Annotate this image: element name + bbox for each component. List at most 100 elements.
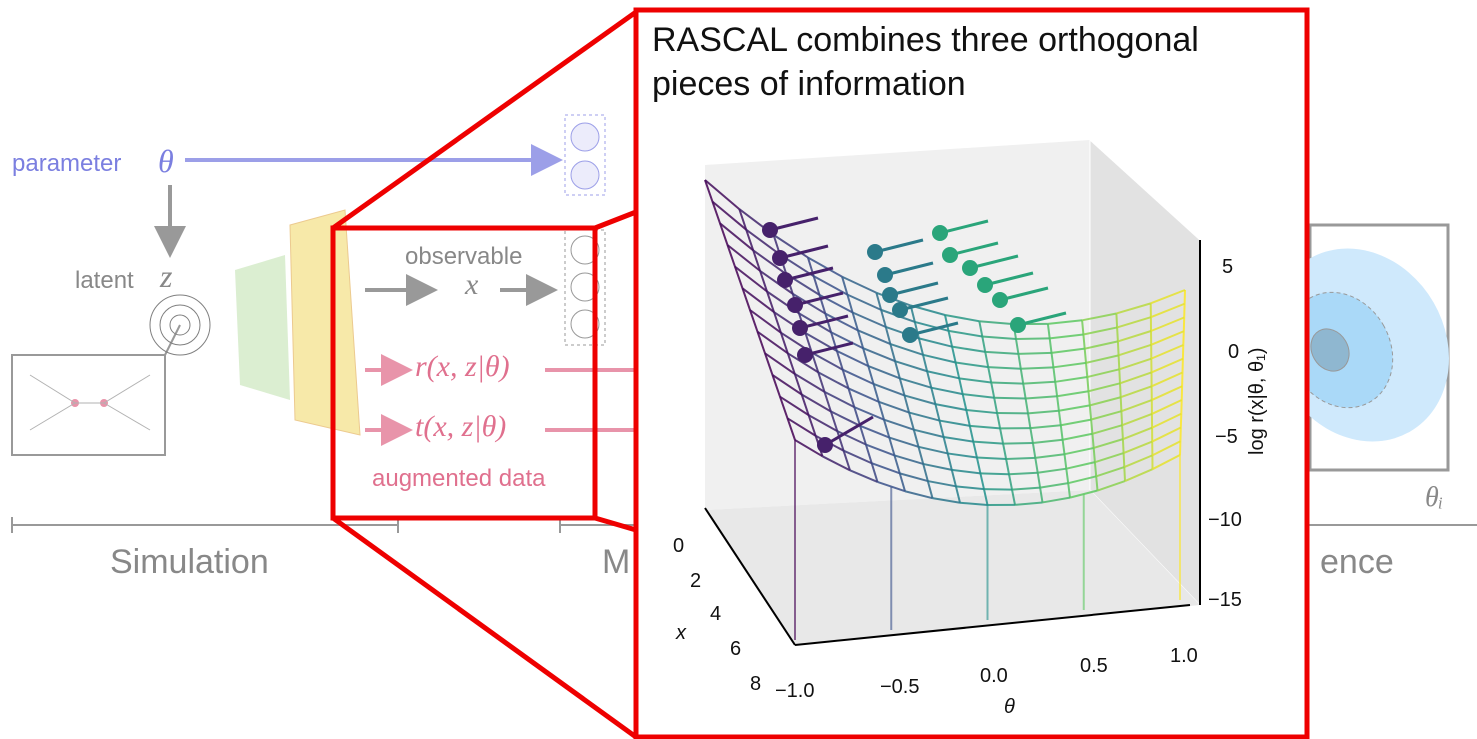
latent-symbol: z [160, 258, 173, 294]
surface-line [849, 469, 878, 483]
surface-line [1023, 380, 1056, 385]
surface-line [846, 293, 882, 311]
surface-line [853, 406, 885, 421]
surface-line [807, 256, 843, 278]
surface-line [843, 449, 873, 465]
gradient-arrow [779, 244, 829, 260]
surface-line [830, 331, 864, 350]
gradient-arrow [824, 415, 874, 447]
surface-line [1025, 395, 1058, 400]
surface-line [1051, 347, 1085, 354]
theta-tick-label: −1.0 [775, 680, 815, 702]
surface-line [1121, 399, 1153, 413]
surface-line [824, 312, 859, 332]
surface-line [973, 440, 1004, 445]
surface-line [1067, 475, 1097, 485]
latent-label: latent [75, 267, 134, 294]
surface-line [955, 361, 989, 369]
surface-line [836, 350, 869, 368]
surface-line [857, 329, 891, 346]
surface-line [1062, 432, 1093, 441]
surface-line [1035, 453, 1065, 459]
surface-line [1037, 467, 1067, 474]
sample-point [792, 320, 808, 336]
surface-line [939, 419, 970, 427]
surface-line [1090, 410, 1122, 421]
theta-axis-label: θ [1004, 696, 1015, 718]
gradient-arrow [969, 254, 1019, 270]
surface-line [1150, 302, 1185, 319]
surface-line [1095, 466, 1125, 478]
surface-line [962, 393, 995, 399]
surface-line [848, 387, 880, 403]
surface-line [951, 468, 981, 475]
x-tick-label: 2 [690, 570, 702, 592]
surface-line [852, 311, 887, 328]
surface-line [890, 343, 924, 356]
surface-line [865, 443, 895, 457]
surface-line [1122, 426, 1153, 441]
surface-line [759, 270, 794, 295]
surface-line [1042, 496, 1071, 504]
sample-point [797, 347, 813, 363]
surface-line [1047, 319, 1083, 325]
surface-line [808, 414, 838, 432]
surface-line [787, 352, 819, 374]
surface-line [779, 395, 810, 416]
surface-line [913, 428, 944, 438]
surface-line [1006, 456, 1036, 460]
surface-line [966, 409, 998, 415]
surface-line [862, 347, 896, 363]
surface-line [1150, 330, 1185, 346]
surface-line [991, 381, 1024, 385]
surface-line [817, 371, 849, 390]
surface-line [918, 445, 948, 455]
surface-line [801, 393, 832, 413]
surface-line [1015, 337, 1050, 341]
z-axis-label: log r(x|θ, θ₁) [1246, 347, 1268, 455]
surface-line [1084, 340, 1119, 350]
z-tick-label: −5 [1215, 426, 1238, 448]
gradient-arrow [769, 216, 819, 232]
surface-line [1014, 501, 1043, 506]
gradient-arrow [884, 261, 934, 277]
surface-line [745, 228, 781, 256]
surface-line [1118, 357, 1152, 371]
gradient-arrow [899, 296, 949, 312]
surface-line [811, 351, 844, 371]
sample-point [817, 437, 833, 453]
surface-line [1150, 344, 1184, 360]
surface-line [1064, 446, 1094, 456]
surface-line [841, 275, 877, 294]
background-diagram [11, 114, 1477, 533]
gradient-arrow [889, 281, 939, 297]
x-tick-label: 6 [730, 638, 742, 660]
surface-line [764, 352, 796, 375]
surface-line [951, 345, 986, 353]
surface-line [994, 396, 1026, 400]
surface-line [988, 366, 1021, 370]
surface-line [1032, 438, 1063, 445]
surface-line [1020, 366, 1054, 370]
surface-line [1049, 333, 1084, 340]
surface-line [1081, 312, 1117, 322]
surface-line [948, 329, 983, 338]
surface-line [932, 497, 961, 504]
t-label: t(x, z|θ) [415, 410, 507, 443]
surface-line [836, 430, 867, 446]
sample-point [877, 267, 893, 283]
surface-line [1085, 354, 1119, 364]
surface-line [1066, 461, 1096, 470]
sample-point [962, 260, 978, 276]
gradient-arrow [909, 321, 959, 337]
surface-line [1055, 376, 1088, 383]
sample-point [892, 302, 908, 318]
surface-line [1056, 390, 1089, 398]
surface-line [980, 472, 1010, 476]
surface-line [894, 360, 928, 373]
sample-point [787, 297, 803, 313]
surface-line [1094, 452, 1124, 464]
x-tick-label: 4 [710, 603, 722, 625]
z-tick-label: −10 [1208, 509, 1242, 531]
